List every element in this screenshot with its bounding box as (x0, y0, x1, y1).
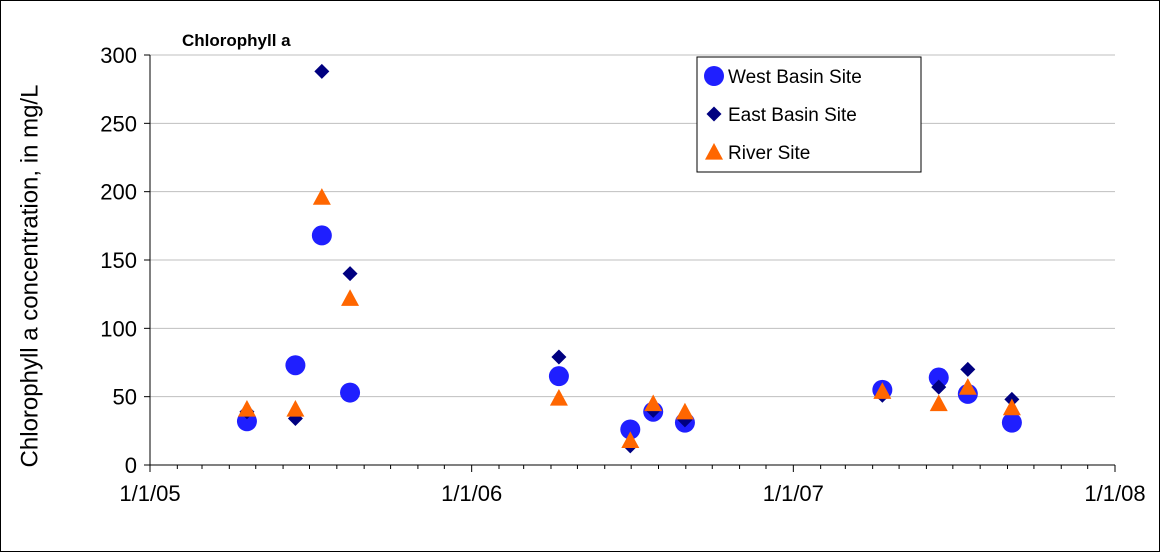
data-point-diamond (314, 63, 330, 79)
data-point-circle (620, 419, 641, 440)
legend-marker-diamond (706, 106, 722, 122)
data-point-diamond (931, 379, 947, 395)
data-point-triangle (549, 389, 568, 406)
data-point-triangle (929, 394, 948, 412)
data-point-diamond (960, 361, 976, 377)
data-point-triangle (675, 402, 694, 420)
y-tick-label: 100 (100, 316, 137, 341)
gridlines (150, 54, 1115, 398)
legend-label: West Basin Site (728, 67, 862, 88)
data-point-diamond (551, 349, 567, 365)
axes (144, 54, 1116, 472)
y-tick-label: 300 (100, 43, 137, 68)
data-point-triangle (312, 188, 331, 205)
legend-box (696, 56, 922, 173)
y-tick-label: 150 (100, 248, 137, 273)
x-tick-label: 1/1/05 (119, 481, 180, 506)
data-point-triangle (621, 431, 640, 449)
data-point-triangle (286, 399, 305, 417)
x-tick-label: 1/1/06 (441, 481, 502, 506)
legend-marker-circle (704, 66, 724, 86)
x-tick-label: 1/1/08 (1084, 481, 1145, 506)
y-axis-title: Chlorophyll a concentration, in mg/L (16, 84, 43, 468)
y-tick-label: 200 (100, 180, 137, 205)
data-point-circle (548, 366, 569, 387)
data-points (236, 63, 1022, 454)
chart-title: Chlorophyll a (182, 31, 291, 50)
data-point-triangle (341, 289, 360, 306)
y-axis-title-wrap: Chlorophyll a concentration, in mg/L (14, 0, 46, 552)
data-point-triangle (644, 394, 663, 412)
data-point-triangle (1002, 398, 1021, 416)
data-point-diamond (342, 266, 358, 282)
data-point-circle (311, 225, 332, 246)
y-tick-label: 50 (113, 385, 137, 410)
y-tick-label: 250 (100, 111, 137, 136)
data-point-circle (928, 367, 949, 388)
legend-label: River Site (728, 143, 810, 164)
data-point-circle (1001, 412, 1022, 433)
y-tick-labels: 0 50 100 150 200 250 300 (100, 43, 137, 478)
data-point-circle (340, 382, 361, 403)
legend-label: East Basin Site (728, 105, 857, 126)
data-point-triangle (958, 378, 977, 395)
x-tick-label: 1/1/07 (763, 481, 824, 506)
data-point-triangle (873, 382, 892, 399)
data-point-circle (285, 355, 306, 376)
y-tick-label: 0 (125, 453, 137, 478)
data-point-triangle (237, 399, 256, 417)
legend: West Basin Site East Basin Site River Site (696, 56, 922, 173)
x-tick-labels: 1/1/05 1/1/06 1/1/07 1/1/08 (119, 481, 1145, 506)
legend-marker-triangle (705, 143, 723, 160)
